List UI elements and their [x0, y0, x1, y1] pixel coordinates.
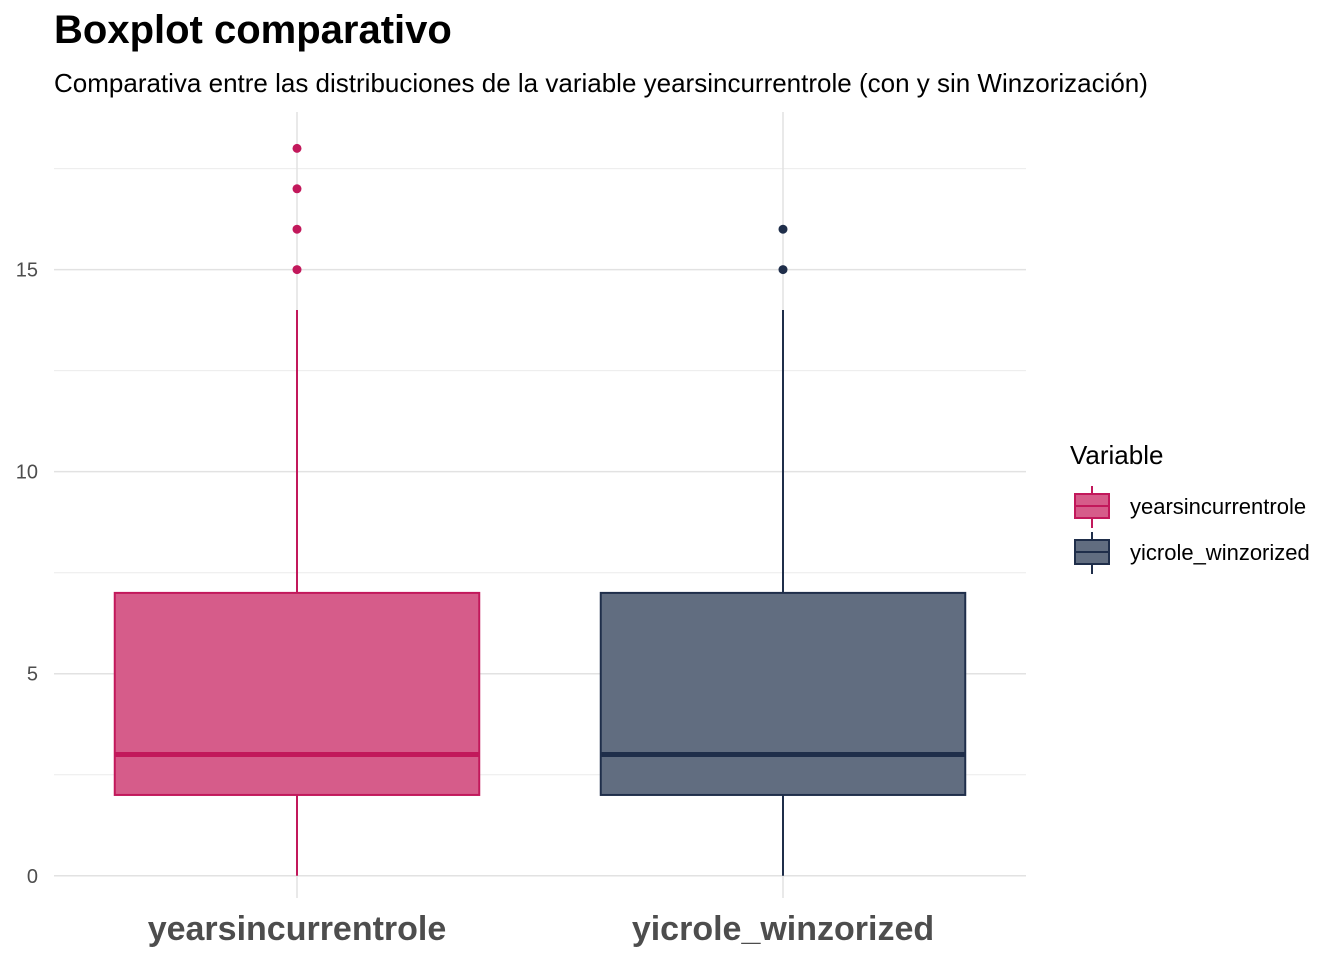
- boxplots: [113, 143, 967, 876]
- chart-title: Boxplot comparativo: [54, 8, 452, 52]
- x-axis-ticks: yearsincurrentrole yicrole_winzorized: [148, 910, 934, 948]
- outlier-point: [292, 143, 302, 153]
- legend-key-yicrole_winzorized: yicrole_winzorized: [1074, 532, 1310, 574]
- y-axis-ticks: 0 5 10 15: [16, 260, 38, 888]
- y-tick-label: 0: [27, 866, 38, 888]
- outlier-point: [292, 265, 302, 275]
- boxplot-yearsincurrentrole: [113, 143, 481, 876]
- x-tick-label: yearsincurrentrole: [148, 910, 447, 948]
- y-tick-label: 5: [27, 664, 38, 686]
- outlier-point: [292, 184, 302, 194]
- y-tick-label: 15: [16, 260, 38, 282]
- box-iqr: [113, 591, 481, 796]
- legend-label: yicrole_winzorized: [1130, 540, 1310, 565]
- outlier-point: [778, 224, 788, 234]
- boxplot-yicrole_winzorized: [599, 224, 967, 876]
- legend: Variable yearsincurrentrole yicrole_winzo…: [1070, 440, 1310, 574]
- y-tick-label: 10: [16, 462, 38, 484]
- legend-label: yearsincurrentrole: [1130, 494, 1306, 519]
- legend-key-yearsincurrentrole: yearsincurrentrole: [1074, 486, 1306, 528]
- legend-title: Variable: [1070, 440, 1163, 470]
- x-tick-label: yicrole_winzorized: [632, 910, 934, 948]
- chart-subtitle: Comparativa entre las distribuciones de …: [54, 68, 1148, 98]
- outlier-point: [778, 265, 788, 275]
- outlier-point: [292, 224, 302, 234]
- box-iqr: [599, 591, 967, 796]
